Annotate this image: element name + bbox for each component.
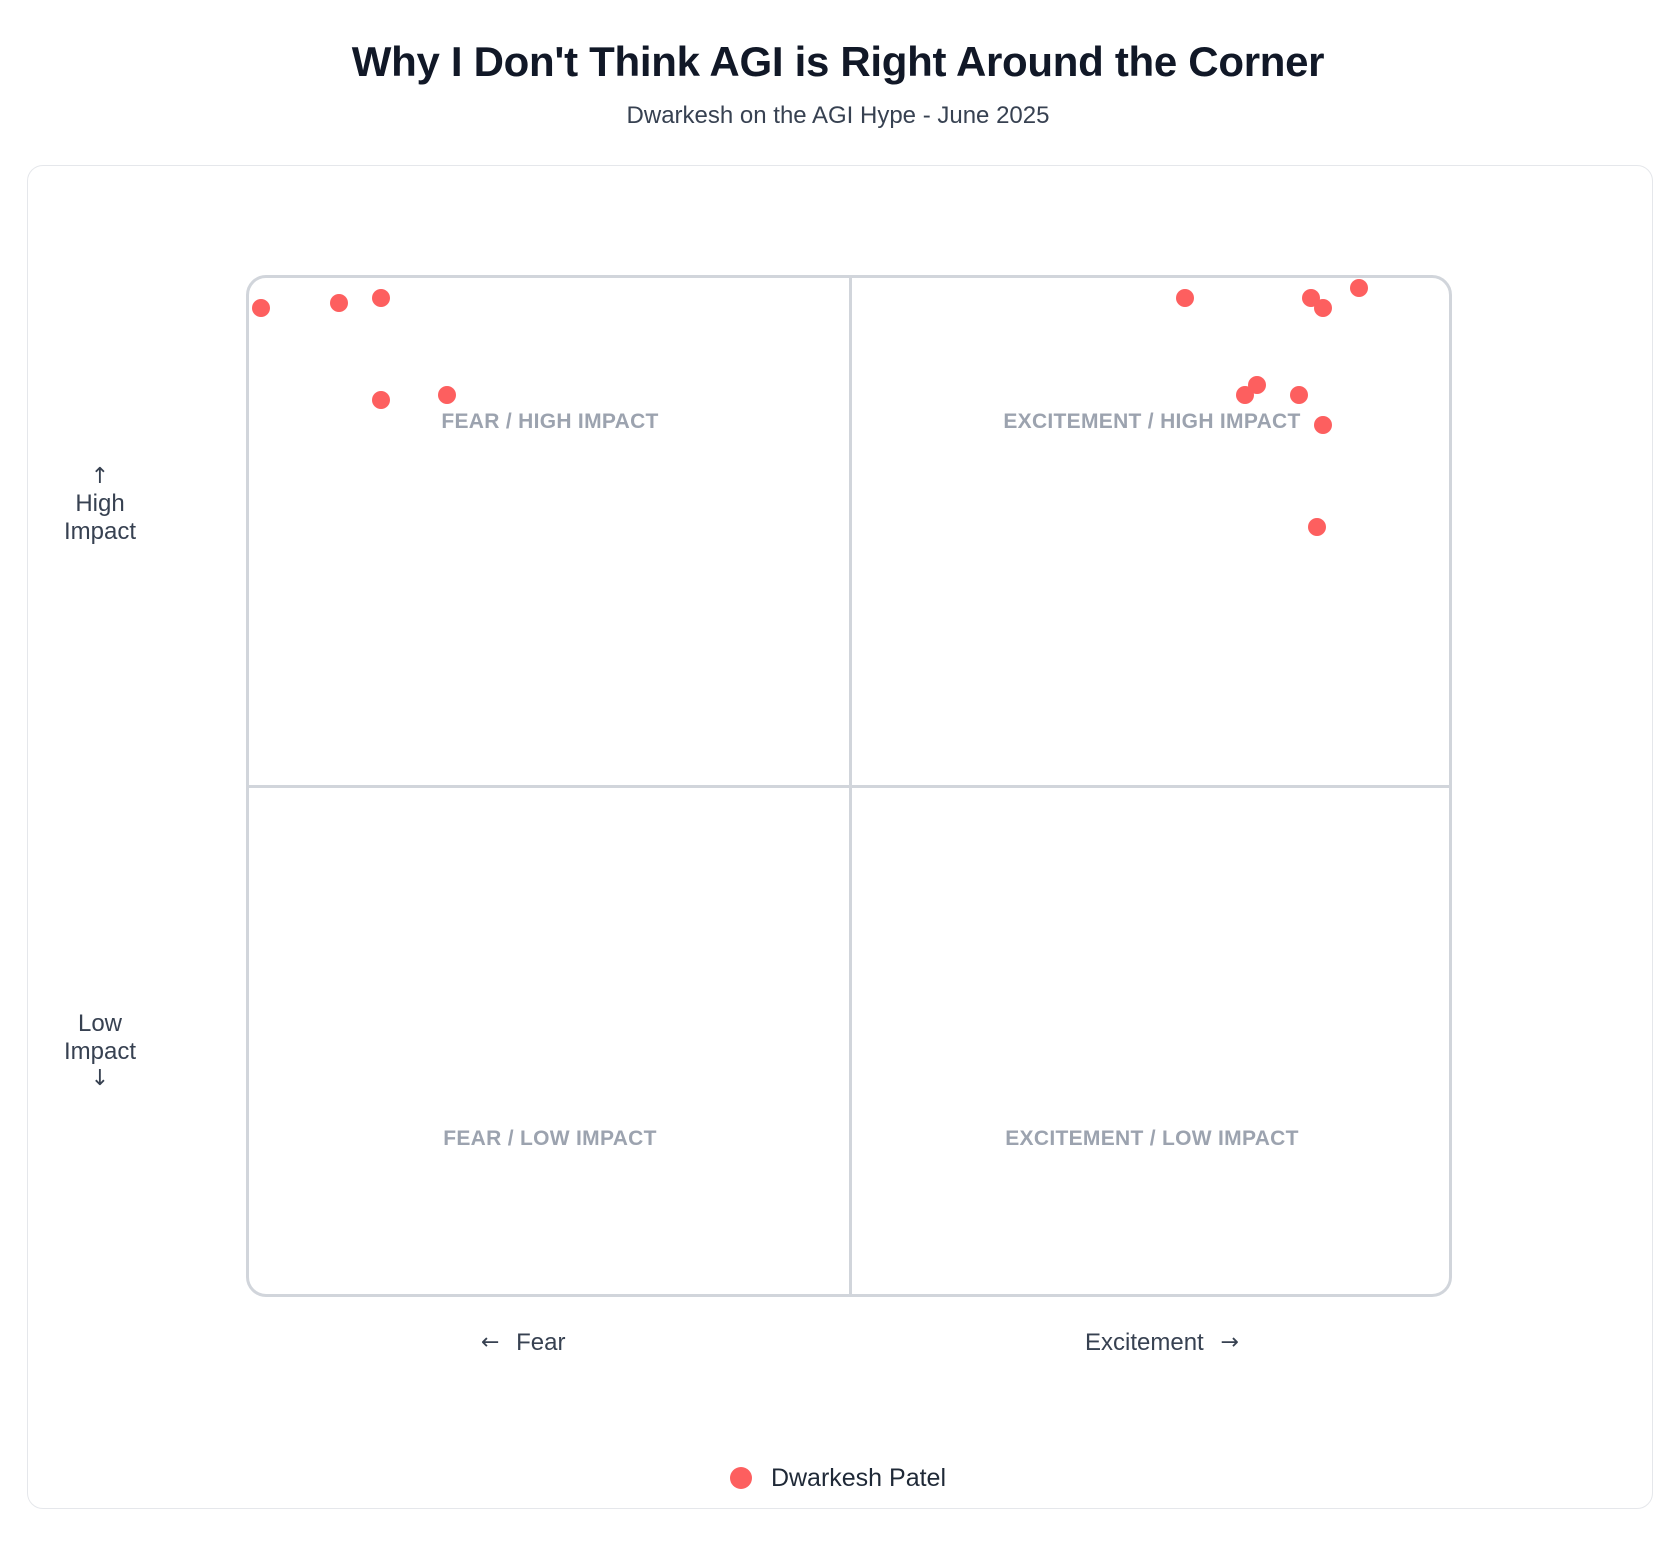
x-axis-label-excitement: Excitement →	[1085, 1329, 1239, 1357]
x-axis-label-fear: ← Fear	[481, 1329, 565, 1357]
data-point[interactable]	[438, 385, 456, 404]
quadrant-label-excitement-low-impact: EXCITEMENT / LOW IMPACT	[1005, 1127, 1299, 1150]
chart-card	[27, 165, 1653, 1509]
y-high-line2: Impact	[63, 518, 137, 545]
quadrant-label-excitement-high-impact: EXCITEMENT / HIGH IMPACT	[1003, 410, 1301, 433]
arrow-up-icon: ↑	[90, 464, 110, 489]
arrow-down-icon: ↓	[90, 1066, 110, 1091]
horizontal-divider	[249, 785, 1449, 788]
chart-subtitle: Dwarkesh on the AGI Hype - June 2025	[626, 102, 1050, 129]
data-points-layer	[249, 278, 1449, 1294]
data-point[interactable]	[1176, 289, 1194, 308]
legend-label: Dwarkesh Patel	[770, 1464, 947, 1492]
data-point[interactable]	[372, 289, 390, 308]
quadrant-label-fear-low-impact: FEAR / LOW IMPACT	[443, 1127, 657, 1150]
x-fear-text: Fear	[516, 1329, 566, 1356]
arrow-right-icon: →	[1220, 1330, 1239, 1355]
y-low-line1: Low	[77, 1010, 123, 1037]
y-axis-label-high-impact: ↑ High Impact	[40, 464, 160, 546]
y-axis-label-low-impact: Low Impact ↓	[40, 1010, 160, 1092]
data-point[interactable]	[252, 299, 270, 318]
y-low-line2: Impact	[63, 1038, 137, 1065]
legend-marker	[729, 1467, 752, 1489]
chart-title: Why I Don't Think AGI is Right Around th…	[351, 38, 1325, 85]
data-point[interactable]	[330, 294, 348, 313]
data-point[interactable]	[1236, 385, 1254, 404]
data-point[interactable]	[1350, 279, 1368, 298]
data-point[interactable]	[372, 390, 390, 409]
data-point[interactable]	[1314, 299, 1332, 318]
arrow-left-icon: ←	[481, 1330, 500, 1355]
quadrant-plot-area: FEAR / HIGH IMPACT EXCITEMENT / HIGH IMP…	[246, 275, 1452, 1297]
legend[interactable]: Dwarkesh Patel	[0, 1464, 1676, 1493]
data-point[interactable]	[1314, 416, 1332, 435]
quadrant-label-fear-high-impact: FEAR / HIGH IMPACT	[441, 410, 659, 433]
data-point[interactable]	[1308, 517, 1326, 536]
x-excitement-text: Excitement	[1085, 1329, 1204, 1356]
y-high-line1: High	[75, 490, 125, 517]
data-point[interactable]	[1290, 385, 1308, 404]
